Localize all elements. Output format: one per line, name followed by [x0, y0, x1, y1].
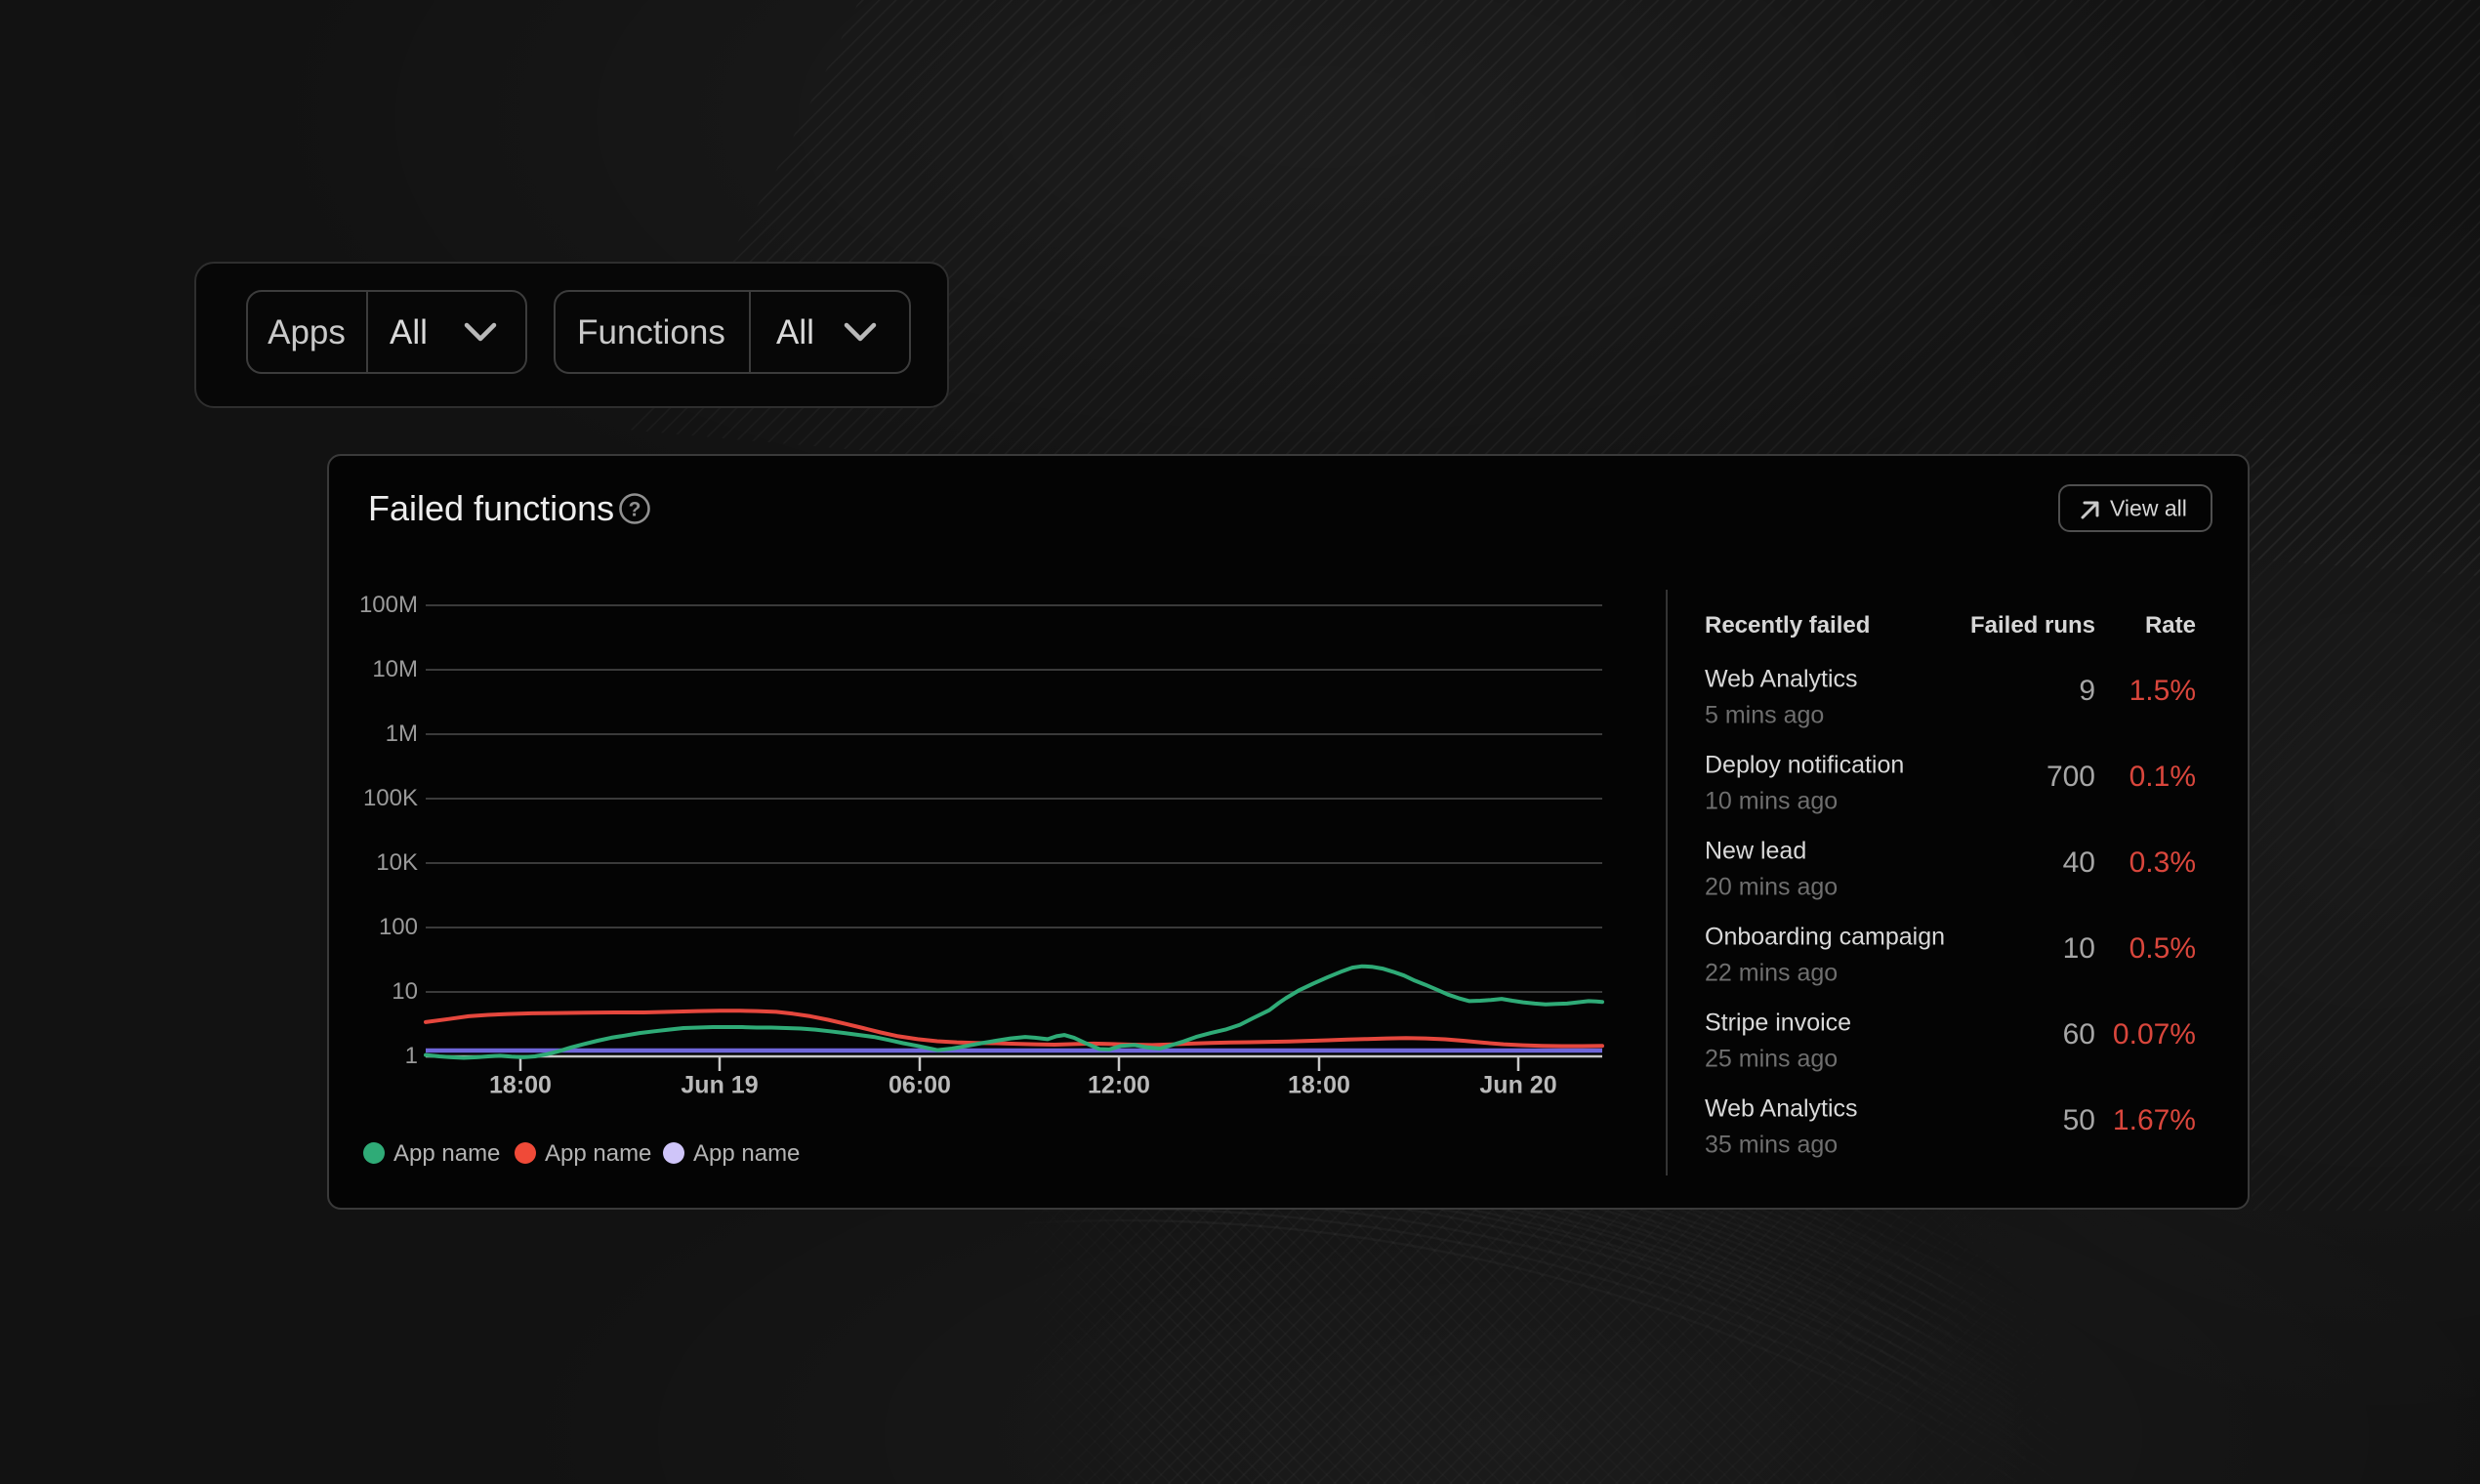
- svg-text:?: ?: [629, 499, 641, 521]
